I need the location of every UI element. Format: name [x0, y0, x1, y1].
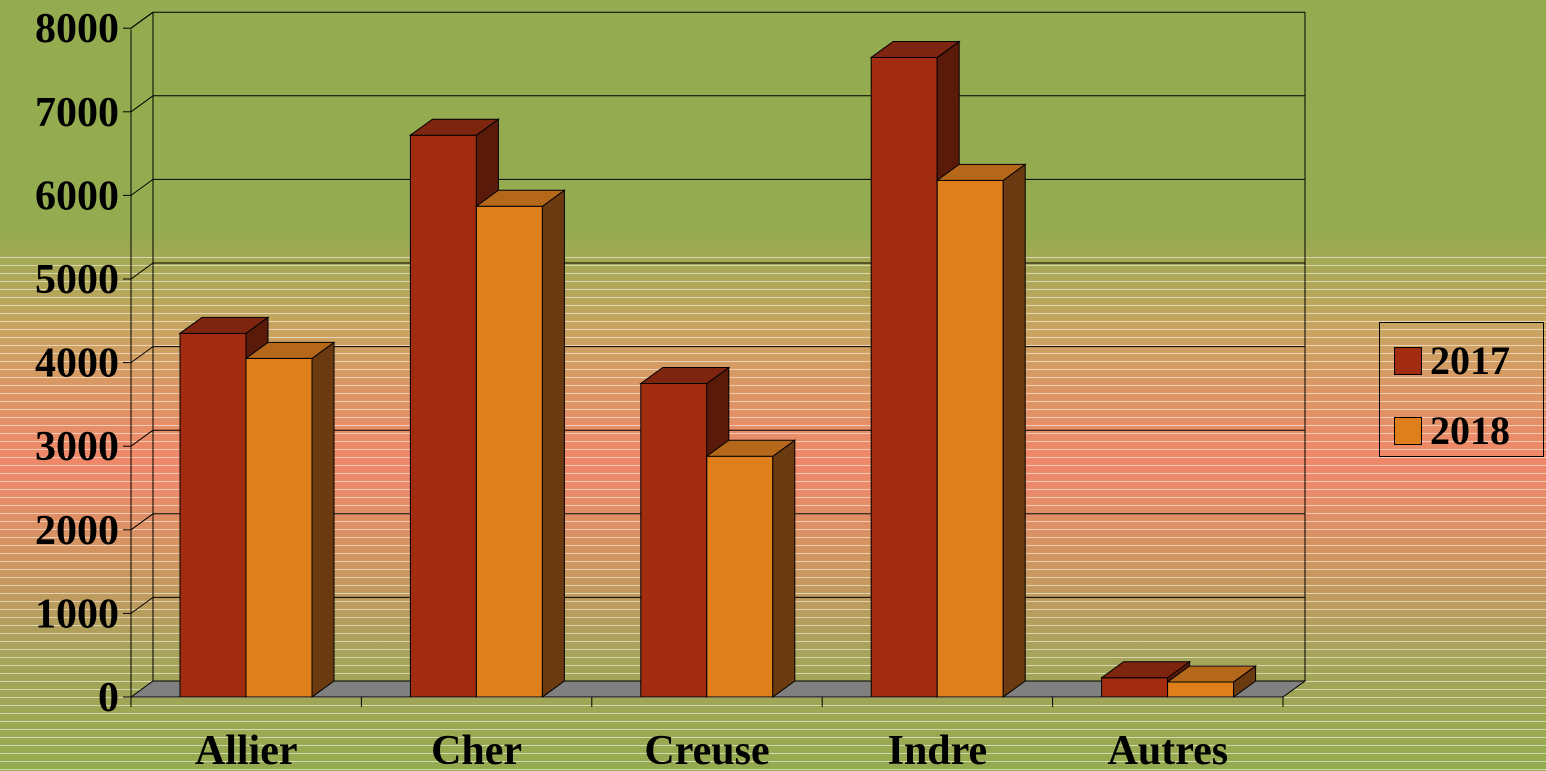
- gridline-side: [130, 95, 154, 113]
- x-tick-label: Cher: [431, 728, 522, 771]
- y-tick-label: 8000: [35, 6, 119, 52]
- bar-front: [179, 332, 247, 698]
- gridline-side: [130, 178, 154, 196]
- bar-top: [869, 40, 961, 58]
- bar-side: [772, 439, 796, 698]
- y-tick-label: 5000: [35, 257, 119, 303]
- bars-layer: [178, 40, 1258, 698]
- labels-layer: 0 1000 2000 3000 4000 5000 6000 7000 8000 Allier C…: [35, 6, 1228, 771]
- gridline-side: [130, 596, 154, 614]
- legend-label-2017: 2017: [1430, 338, 1510, 383]
- bar-front: [870, 56, 938, 698]
- bar-top: [1166, 665, 1258, 683]
- bar-side: [541, 189, 565, 698]
- bar-top: [408, 118, 500, 136]
- y-tick-label: 4000: [35, 341, 119, 387]
- legend-swatch-2018: [1394, 417, 1422, 445]
- x-tick-label: Creuse: [644, 728, 769, 771]
- y-axis-top-edge: [130, 11, 154, 29]
- bar-side: [311, 341, 335, 698]
- chart-legend: 2017 2018: [1379, 322, 1544, 457]
- axes-layer: [123, 11, 1284, 707]
- bar-front: [1167, 681, 1235, 698]
- gridline-side: [130, 262, 154, 280]
- bar-front: [1101, 677, 1169, 698]
- bar-top: [244, 341, 336, 359]
- legend-label-2018: 2018: [1430, 408, 1510, 453]
- x-tick-label: Allier: [195, 728, 298, 771]
- x-tick-label: Indre: [888, 728, 988, 771]
- gridline-side: [130, 346, 154, 364]
- y-tick-label: 6000: [35, 173, 119, 219]
- bar-top: [705, 439, 797, 457]
- bar-top: [178, 316, 270, 334]
- bar-allier-2018: [244, 341, 336, 698]
- bar-top: [639, 367, 731, 384]
- legend-item-2018: 2018: [1394, 411, 1510, 451]
- bar-front: [245, 357, 313, 698]
- legend-swatch-2017: [1394, 347, 1422, 375]
- bar-front: [936, 179, 1004, 698]
- y-tick-label: 0: [98, 675, 119, 721]
- bar-side: [1002, 163, 1026, 698]
- y-tick-label: 2000: [35, 508, 119, 554]
- y-tick-label: 7000: [35, 90, 119, 136]
- bar-front: [706, 455, 774, 698]
- gridline-side: [130, 429, 154, 447]
- bar-top: [935, 163, 1027, 181]
- legend-item-2017: 2017: [1394, 341, 1510, 381]
- bar-front: [640, 383, 708, 698]
- bar-creuse-2018: [705, 439, 797, 698]
- gridline-side: [130, 513, 154, 531]
- bar-front: [475, 205, 543, 698]
- bar-top: [474, 189, 566, 207]
- bar-indre-2018: [935, 163, 1027, 698]
- bar-front: [409, 134, 477, 698]
- y-tick-label: 3000: [35, 424, 119, 470]
- bar-top: [1100, 661, 1192, 679]
- y-tick-label: 1000: [35, 591, 119, 637]
- x-tick-label: Autres: [1108, 728, 1229, 771]
- bar-cher-2018: [474, 189, 566, 698]
